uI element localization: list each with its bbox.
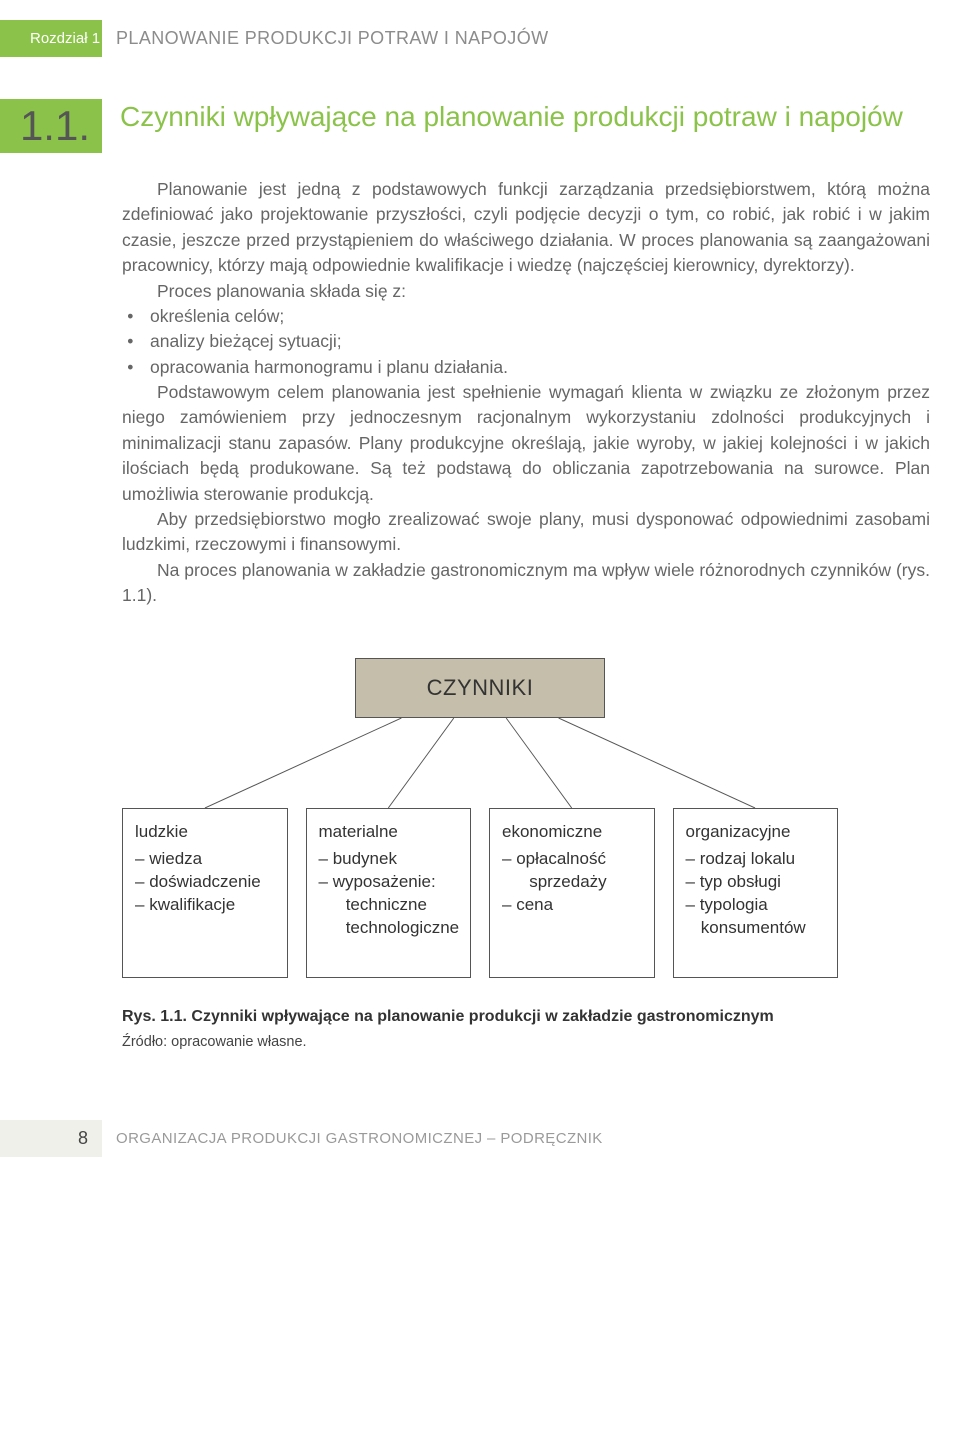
body-text: Planowanie jest jedną z podstawowych fun…	[122, 177, 930, 608]
box-subitem: technologiczne	[319, 917, 461, 940]
process-list: określenia celów; analizy bieżącej sytua…	[122, 304, 930, 380]
box-subitem: techniczne	[319, 894, 461, 917]
box-item: typ obsługi	[686, 871, 828, 894]
box-subitem: sprzedaży	[502, 871, 644, 894]
diagram-box-organizacyjne: organizacyjne rodzaj lokalu typ obsługi …	[673, 808, 839, 978]
footer-title: ORGANIZACJA PRODUKCJI GASTRONOMICZNEJ – …	[116, 1130, 603, 1147]
factors-diagram: CZYNNIKI ludzkie wiedza doświadczenie kw…	[122, 658, 838, 978]
header-title: PLANOWANIE PRODUKCJI POTRAW I NAPOJÓW	[116, 28, 549, 49]
paragraph: Podstawowym celem planowania jest spełni…	[122, 380, 930, 507]
page-number: 8	[0, 1120, 102, 1157]
figure-caption-text: Czynniki wpływające na planowanie produk…	[191, 1008, 773, 1025]
diagram-root-node: CZYNNIKI	[355, 658, 605, 718]
box-title: materialne	[319, 821, 461, 844]
figure-source: Źródło: opracowanie własne.	[122, 1034, 930, 1050]
box-title: ekonomiczne	[502, 821, 644, 844]
box-title: ludzkie	[135, 821, 277, 844]
list-item: analizy bieżącej sytuacji;	[122, 329, 930, 354]
list-intro: Proces planowania składa się z:	[122, 279, 930, 304]
paragraph: Aby przedsiębiorstwo mogło zrealizować s…	[122, 507, 930, 558]
diagram-box-materialne: materialne budynek wyposażenie: technicz…	[306, 808, 472, 978]
page-header: Rozdział 1 PLANOWANIE PRODUKCJI POTRAW I…	[30, 20, 930, 57]
section-title: Czynniki wpływające na planowanie produk…	[120, 99, 903, 153]
box-item: rodzaj lokalu	[686, 848, 828, 871]
figure-label: Rys. 1.1.	[122, 1008, 187, 1025]
paragraph: Na proces planowania w zakładzie gastron…	[122, 558, 930, 609]
box-item: opłacalność	[502, 848, 644, 871]
box-item: wiedza	[135, 848, 277, 871]
box-item: budynek	[319, 848, 461, 871]
page-footer: 8 ORGANIZACJA PRODUKCJI GASTRONOMICZNEJ …	[0, 1120, 930, 1157]
chapter-badge: Rozdział 1	[0, 20, 102, 57]
figure-caption: Rys. 1.1. Czynniki wpływające na planowa…	[122, 1008, 930, 1026]
box-item: kwalifikacje	[135, 894, 277, 917]
box-item: cena	[502, 894, 644, 917]
section-head: 1.1. Czynniki wpływające na planowanie p…	[0, 99, 930, 153]
page: Rozdział 1 PLANOWANIE PRODUKCJI POTRAW I…	[0, 0, 960, 1187]
box-item: doświadczenie	[135, 871, 277, 894]
section-number: 1.1.	[0, 99, 102, 153]
list-item: opracowania harmonogramu i planu działan…	[122, 355, 930, 380]
diagram-connectors	[122, 718, 838, 808]
diagram-children: ludzkie wiedza doświadczenie kwalifikacj…	[122, 808, 838, 978]
box-item: typologia konsumentów	[686, 894, 828, 940]
list-item: określenia celów;	[122, 304, 930, 329]
diagram-box-ludzkie: ludzkie wiedza doświadczenie kwalifikacj…	[122, 808, 288, 978]
box-title: organizacyjne	[686, 821, 828, 844]
box-item: wyposażenie:	[319, 871, 461, 894]
diagram-box-ekonomiczne: ekonomiczne opłacalność sprzedaży cena	[489, 808, 655, 978]
paragraph: Planowanie jest jedną z podstawowych fun…	[122, 177, 930, 279]
